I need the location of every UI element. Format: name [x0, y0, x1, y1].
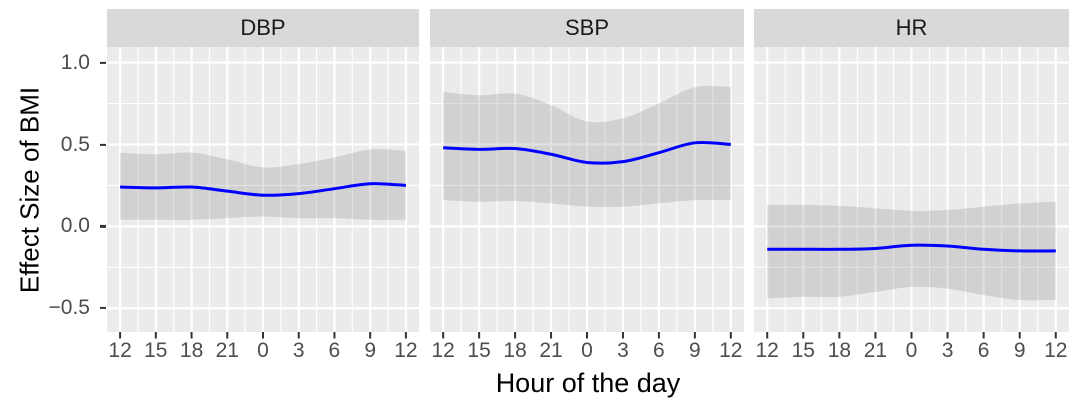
x-tick-label: 3: [941, 339, 954, 362]
x-tick-label: 3: [292, 339, 305, 362]
facet-strip-hr: HR: [754, 9, 1069, 47]
x-tick-label: 15: [791, 339, 815, 362]
x-axis-dbp: 12 15 18 21 0 3 6 9 12: [107, 339, 419, 363]
x-tick-label: 12: [719, 339, 743, 362]
y-tick-mark: [100, 225, 106, 228]
x-tick-label: 9: [689, 339, 701, 362]
y-tick-label: −0.5: [48, 296, 90, 320]
x-tick-label: 9: [1013, 339, 1026, 362]
x-tick-label: 12: [1044, 339, 1068, 362]
x-tick-label: 0: [905, 339, 918, 362]
trend-line: [443, 140, 731, 165]
x-tick-label: 15: [144, 339, 168, 362]
x-tick-label: 0: [257, 339, 269, 362]
facet-strip-sbp: SBP: [430, 9, 744, 47]
x-tick-label: 6: [977, 339, 990, 362]
x-tick-label: 12: [394, 339, 418, 362]
x-tick-label: 21: [863, 339, 888, 362]
x-tick-label: 21: [539, 339, 563, 362]
trend-line: [120, 182, 406, 197]
x-axis-hr: 12 15 18 21 0 3 6 9 12: [754, 339, 1069, 363]
x-tick-label: 9: [364, 339, 377, 362]
x-tick-label: 6: [328, 339, 341, 362]
facet-sbp: SBP 12 15 18 21 0 3 6 9 12: [430, 9, 744, 362]
x-tick-label: 3: [617, 339, 629, 362]
y-tick-label: 0.5: [60, 132, 90, 156]
x-tick-label: 18: [179, 339, 204, 362]
x-tick-label: 18: [503, 339, 527, 362]
facet-hr: HR 12 15 18 21 0 3 6 9 12: [754, 9, 1069, 362]
panel-plot-sbp: [430, 47, 744, 339]
panel-plot-hr: [754, 47, 1069, 339]
confidence-band: [767, 201, 1056, 301]
facet-strip-dbp: DBP: [107, 9, 419, 47]
confidence-band: [443, 85, 731, 208]
x-tick-label: 12: [108, 339, 132, 362]
x-tick-label: 12: [431, 339, 455, 362]
x-tick-label: 21: [215, 339, 239, 362]
facet-dbp: DBP 12 15 18 21 0 3 6 9 12: [107, 9, 419, 362]
y-tick-mark: [100, 143, 106, 146]
y-axis: 1.0 0.5 0.0 −0.5: [0, 0, 107, 405]
x-axis-title: Hour of the day: [495, 368, 681, 398]
x-tick-label: 15: [467, 339, 491, 362]
confidence-band: [120, 149, 406, 220]
x-tick-label: 18: [827, 339, 852, 362]
x-tick-label: 6: [653, 339, 665, 362]
x-tick-label: 12: [755, 339, 779, 362]
y-tick-label: 1.0: [60, 50, 90, 74]
x-axis-sbp: 12 15 18 21 0 3 6 9 12: [430, 339, 744, 363]
panel-plot-dbp: [107, 47, 419, 339]
y-tick-label: 0.0: [60, 214, 90, 238]
y-tick-mark: [100, 307, 106, 310]
y-tick-mark: [100, 61, 106, 64]
x-tick-label: 0: [581, 339, 593, 362]
trend-line: [767, 243, 1056, 253]
